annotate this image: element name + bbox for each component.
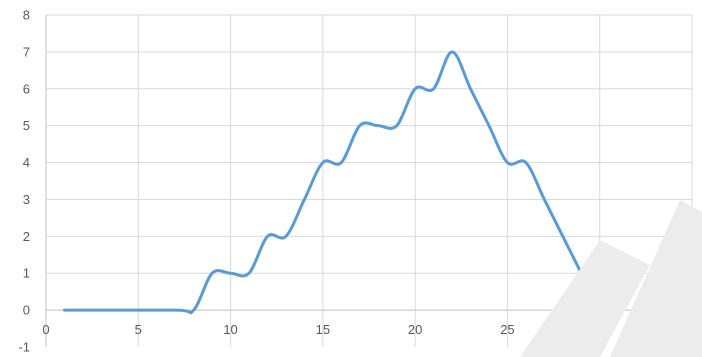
y-tick-label: 1 <box>23 266 30 281</box>
y-tick-label: 8 <box>23 8 30 23</box>
x-tick-label: 0 <box>42 322 49 337</box>
y-tick-label: -1 <box>18 340 30 355</box>
series-line-0 <box>62 50 602 315</box>
x-tick-label: 20 <box>408 322 422 337</box>
y-tick-label: 6 <box>23 81 30 96</box>
series-layer <box>62 50 602 315</box>
y-tick-label: 7 <box>23 44 30 59</box>
y-tick-label: 2 <box>23 229 30 244</box>
watermark <box>520 200 702 357</box>
x-tick-label: 15 <box>316 322 330 337</box>
y-tick-label: 4 <box>23 155 30 170</box>
y-tick-label: 0 <box>23 303 30 318</box>
x-tick-label: 5 <box>135 322 142 337</box>
gridlines <box>45 14 693 347</box>
y-tick-label: 3 <box>23 192 30 207</box>
x-tick-label: 10 <box>223 322 237 337</box>
x-tick-label: 25 <box>500 322 514 337</box>
y-tick-label: 5 <box>23 118 30 133</box>
